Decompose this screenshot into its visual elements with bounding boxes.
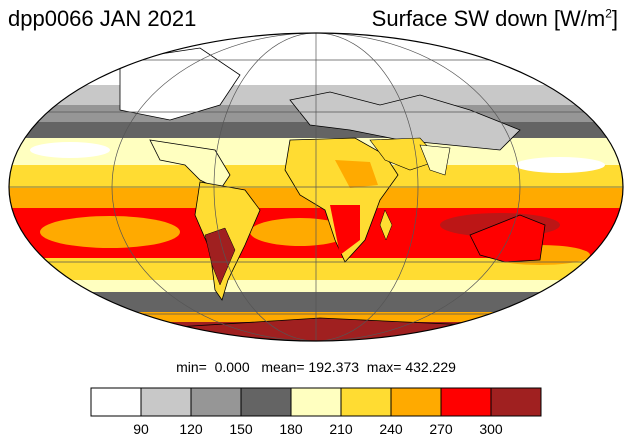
colorbar-tick-label: 300 [479,421,503,437]
colorbar-swatch [140,387,192,417]
madagascar [379,209,393,241]
australia [469,214,546,263]
colorbar-swatch [490,387,542,417]
mean-value: 192.373 [308,359,360,375]
variable-title-text: Surface SW down [W/m [371,6,606,31]
colorbar-tick-label: 90 [133,421,149,437]
variable-title: Surface SW down [W/m2] [372,6,618,32]
north-america [119,47,241,121]
colorbar-swatch [340,387,392,417]
max-value: 432.229 [405,359,456,375]
southern-africa [330,205,360,255]
field-statistics: min= 0.000 mean= 192.373 max= 432.229 [0,359,632,375]
map-outline [8,32,624,342]
min-value: 0.000 [214,359,250,375]
patch-east-pacific [40,216,180,248]
colorbar-swatch [390,387,442,417]
patch-west-pacific [515,157,605,173]
min-label: min= [176,359,207,375]
colorbar-swatch [290,387,342,417]
mean-label: mean= [261,359,305,375]
max-label: max= [366,359,402,375]
map-title: dpp0066 JAN 2021 [8,6,197,31]
colorbar-tick-label: 180 [279,421,303,437]
colorbar-tick-label: 150 [229,421,253,437]
colorbar-swatch [190,387,242,417]
sahel-region [335,160,378,188]
patagonia-region [204,227,236,286]
colorbar-swatch [440,387,492,417]
patch-north-pacific [30,142,110,158]
colorbar-tick-label: 240 [379,421,403,437]
india [419,144,451,176]
variable-title-exponent: 2 [605,6,612,21]
colorbar-tick-label: 120 [179,421,203,437]
patch-south-atlantic [250,218,350,246]
colorbar-tick-label: 210 [329,421,353,437]
colorbar-swatch [90,387,142,417]
colorbar-tick-label: 270 [429,421,453,437]
variable-title-close: ] [611,6,618,31]
colorbar-swatch [240,387,292,417]
